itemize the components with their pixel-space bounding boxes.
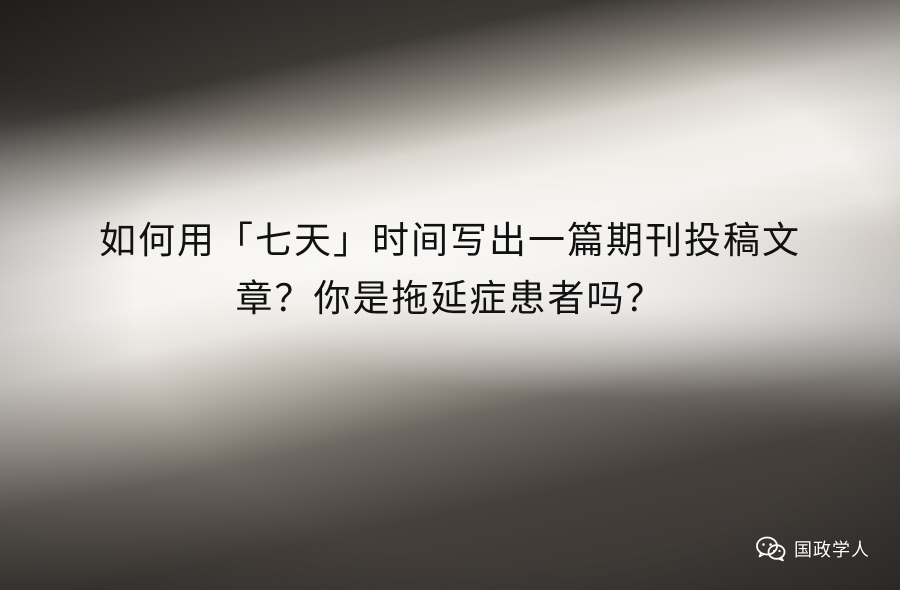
account-name: 国政学人 xyxy=(794,540,870,561)
article-title-line-2: 章？你是拖延症患者吗？ xyxy=(235,277,665,320)
account-watermark: 国政学人 xyxy=(756,534,870,564)
wechat-icon xyxy=(756,536,786,562)
article-title: 如何用「七天」时间写出一篇期刊投稿文 章？你是拖延症患者吗？ xyxy=(20,212,880,328)
article-title-line-1: 如何用「七天」时间写出一篇期刊投稿文 xyxy=(99,219,801,262)
